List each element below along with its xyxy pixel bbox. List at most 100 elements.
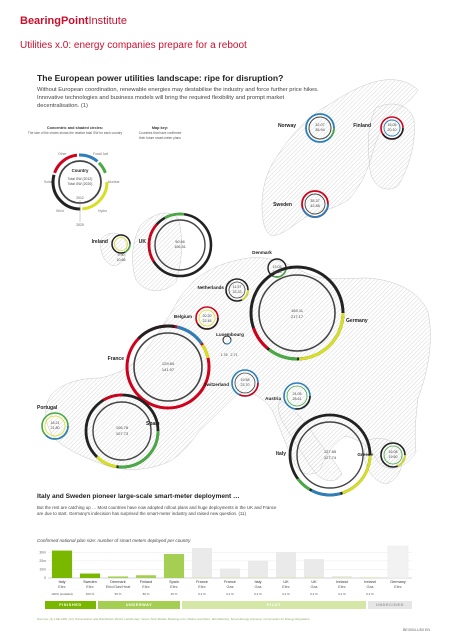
chart-category-label: France: [196, 580, 208, 584]
status-finished-bar: FINISHED: [45, 601, 96, 609]
value-italy-2020: 127.74: [324, 455, 337, 460]
legend-country: Country: [72, 168, 89, 173]
chart-type-label: Elec: [58, 585, 65, 589]
value-france-2020: 141.97: [162, 367, 175, 372]
chart-ytick-label: 10m: [39, 568, 46, 572]
chart-progress-label: 0.2 %: [366, 592, 374, 596]
legend-hydro-arc: [51, 153, 109, 211]
chart-progress-label: 100 %: [86, 592, 95, 596]
chart-type-label: Elec/Gas/Heat: [106, 585, 131, 589]
value-sweden-2012: 35.37: [310, 199, 320, 203]
bubble-portugal: [41, 412, 69, 440]
chart-bar: [247, 560, 269, 578]
value-portugal-2012: 18.21: [51, 421, 60, 425]
chart-bar: [163, 554, 185, 578]
chart-progress-label: 0.2 %: [282, 592, 290, 596]
chart-bar: [191, 548, 213, 578]
chart-bar: [219, 568, 241, 578]
label-switzerland: Switzerland: [203, 382, 229, 387]
chart-category-label: Denmark: [110, 580, 126, 584]
chart-progress-label: 25 %: [171, 592, 178, 596]
value-ireland-2020: 10.66: [117, 258, 126, 262]
value-switzerland-2012: 19.58: [241, 378, 250, 382]
chart-bar-undecided: [387, 545, 409, 579]
value-luxembourg-2020: 2.71: [231, 353, 238, 357]
chart-type-label: Elec: [282, 585, 289, 589]
chart-type-label: Gas: [367, 585, 374, 589]
label-greece: Greece: [357, 452, 373, 457]
label-luxembourg: Luxembourg: [216, 332, 244, 337]
legend-year-2012: 2012: [76, 196, 84, 200]
value-denmark-2012: 13.03: [273, 265, 282, 269]
label-uk: UK: [139, 239, 147, 245]
status-underway-bar: UNDERWAY: [98, 601, 180, 609]
chart-category-label: Ireland: [336, 580, 348, 584]
value-uk-2020: 106.51: [174, 245, 186, 249]
bubble-sweden: [301, 190, 329, 218]
country-labels: Norway 32.07 36.94 Finland 15.05 20.10 S…: [37, 123, 398, 460]
bubble-italy: [288, 413, 372, 497]
chart-bar: [331, 576, 353, 578]
chart-category-label: Italy: [255, 580, 262, 584]
label-finland: Finland: [353, 123, 371, 129]
page-title: The European power utilities landscape: …: [37, 73, 284, 83]
chart-category-label: Sweden: [83, 580, 97, 584]
chart-bar-progress: [219, 577, 241, 578]
value-spain-2020: 107.73: [116, 431, 129, 436]
bubble-spain: [84, 393, 160, 469]
bubble-belgium: [195, 306, 219, 330]
value-denmark-2020: 16.66: [273, 270, 282, 274]
legend-hydro: Hydro: [98, 209, 107, 213]
chart-category-label: UK: [283, 580, 289, 584]
bubble-ireland: [111, 234, 131, 254]
brand-suffix: Institute: [88, 15, 127, 27]
chart-bar: [51, 550, 73, 578]
label-germany: Germany: [346, 318, 368, 324]
value-netherlands-2012: 11.57: [233, 285, 242, 289]
chart-type-label: Elec: [338, 585, 345, 589]
value-netherlands-2020: 33.33: [233, 290, 242, 294]
value-sweden-2020: 42.88: [310, 204, 320, 208]
section2-title: Italy and Sweden pioneer large-scale sma…: [37, 493, 240, 500]
chart-category-label: UK: [311, 580, 317, 584]
value-greece-2012: 16.08: [389, 450, 398, 454]
label-denmark: Denmark: [252, 250, 272, 255]
chart-bar-progress: [303, 577, 325, 578]
country-bubbles: [41, 113, 406, 497]
chart-bar: [275, 552, 297, 578]
italy-land: [278, 399, 343, 481]
bubble-netherlands: [225, 278, 249, 302]
chart-type-label: Elec: [86, 585, 93, 589]
chart-bar-progress: [359, 577, 381, 578]
bubble-austria: [283, 382, 311, 410]
chart-bar-progress: [191, 577, 213, 578]
value-austria-2012: 24.05: [293, 392, 302, 396]
section2-text: But the rest are catching up … Most coun…: [37, 505, 277, 516]
bubble-greece: [380, 442, 406, 468]
value-greece-2020: 19.60: [389, 455, 398, 459]
great-britain-land: [132, 212, 182, 291]
value-belgium-2012: 20.20: [203, 314, 212, 318]
chart-type-label: Gas: [227, 585, 234, 589]
chart-ytick-label: 20m: [39, 559, 46, 563]
legend-wind: Wind: [56, 209, 64, 213]
label-italy: Italy: [276, 451, 286, 457]
value-finland-2012: 15.05: [388, 123, 397, 127]
legend-line1: Total GW (2012): [68, 177, 93, 181]
chart-bar-progress: [275, 577, 297, 578]
value-norway-2020: 36.94: [315, 128, 325, 132]
label-netherlands: Netherlands: [197, 285, 224, 290]
status-undecided-bar: UNDECIDED: [368, 601, 412, 609]
status-undecided-label: UNDECIDED: [376, 603, 404, 607]
value-spain-2012: 106.78: [116, 425, 129, 430]
label-sweden: Sweden: [273, 202, 292, 208]
legend-line2: Total GW (2020): [68, 182, 93, 186]
value-belgium-2020: 22.45: [203, 319, 212, 323]
sources-note: Sources: (1) LSE HRS, (11) Transmission …: [37, 617, 310, 621]
value-finland-2020: 20.10: [388, 128, 397, 132]
legend-diagram: [51, 153, 109, 222]
mapkey-desc-line2: their future smart-meter plans: [139, 136, 181, 140]
page-subtitle: Utilities x.0: energy companies prepare …: [20, 40, 247, 51]
